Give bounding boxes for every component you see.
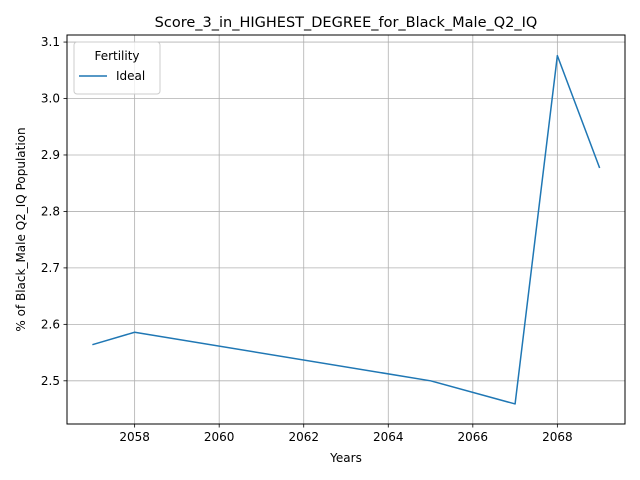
x-axis-label: Years [329,451,362,465]
series-line-ideal [92,54,601,405]
chart-title: Score_3_in_HIGHEST_DEGREE_for_Black_Male… [155,15,538,31]
y-tick-label: 2.9 [41,148,60,162]
legend-title: Fertility [94,49,139,63]
legend-entry-label: Ideal [116,69,145,83]
x-tick-label: 2066 [458,430,489,444]
y-tick-label: 3.1 [41,35,60,49]
y-tick-label: 3.0 [41,92,60,106]
y-tick-label: 2.8 [41,204,60,218]
y-tick-label: 2.7 [41,261,60,275]
legend: Fertility Ideal [73,41,161,95]
x-tick-label: 2062 [288,430,319,444]
legend-entries: Ideal [79,69,145,83]
x-tick-label: 2064 [373,430,404,444]
grid [67,35,625,424]
x-tick-label: 2068 [542,430,573,444]
y-axis-label: % of Black_Male Q2_IQ Population [14,127,28,331]
legend-box [73,41,161,95]
axes-frame [66,34,626,425]
x-tick-label: 2058 [119,430,150,444]
y-tick-label: 2.5 [41,374,60,388]
ticks: 2058 2060 2062 2064 2066 2068 2.5 2.6 2.7 2.8 2.9 3… [41,35,573,444]
y-tick-label: 2.6 [41,317,60,331]
x-tick-label: 2060 [204,430,235,444]
series-layer [92,54,601,405]
